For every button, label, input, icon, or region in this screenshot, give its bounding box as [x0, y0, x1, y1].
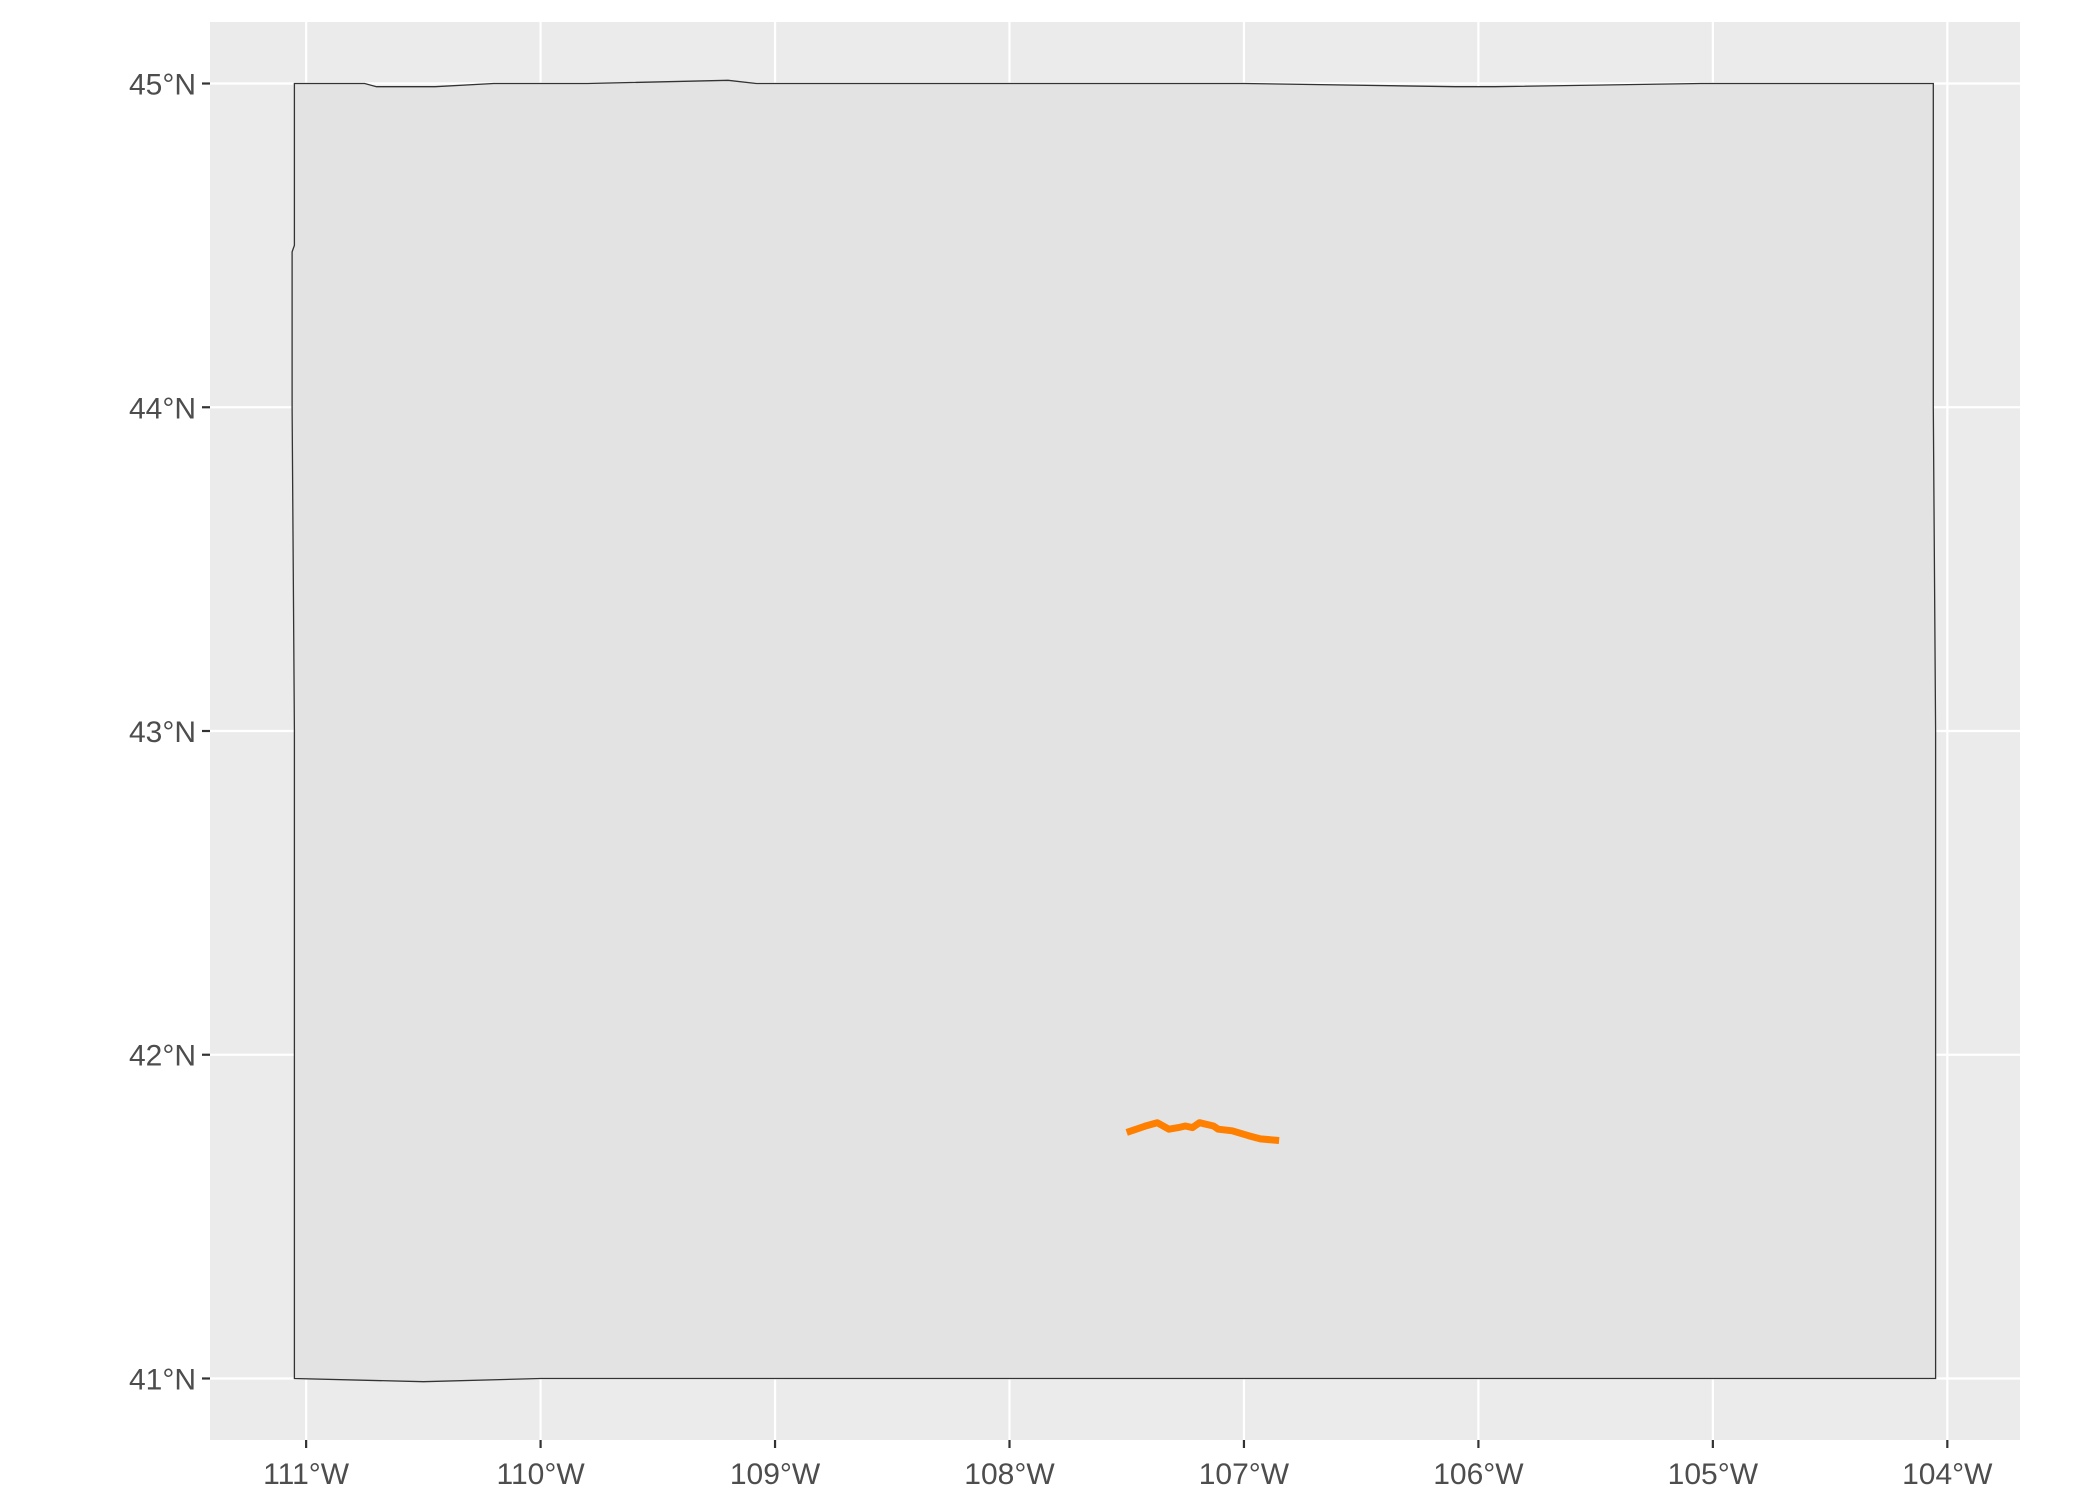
y-axis: 41°N 42°N 43°N 44°N 45°N — [129, 69, 210, 1396]
y-tick-label: 44°N — [129, 392, 196, 425]
route-line — [1125, 1119, 1280, 1144]
x-tick-label: 108°W — [964, 1458, 1055, 1491]
y-tick-label: 41°N — [129, 1363, 196, 1396]
x-tick-label: 104°W — [1902, 1458, 1993, 1491]
y-tick-label: 43°N — [129, 716, 196, 749]
x-tick-label: 111°W — [263, 1458, 350, 1491]
x-tick-label: 110°W — [497, 1458, 586, 1491]
x-axis: 111°W 110°W 109°W 108°W 107°W 106°W 105°W 104°W — [263, 1440, 1993, 1491]
y-tick-label: 45°N — [129, 69, 196, 102]
x-tick-label: 105°W — [1668, 1458, 1759, 1491]
region-outline — [291, 79, 1937, 1383]
y-tick-label: 42°N — [129, 1040, 196, 1073]
x-tick-label: 106°W — [1433, 1458, 1524, 1491]
x-tick-label: 107°W — [1199, 1458, 1290, 1491]
x-tick-label: 109°W — [730, 1458, 821, 1491]
